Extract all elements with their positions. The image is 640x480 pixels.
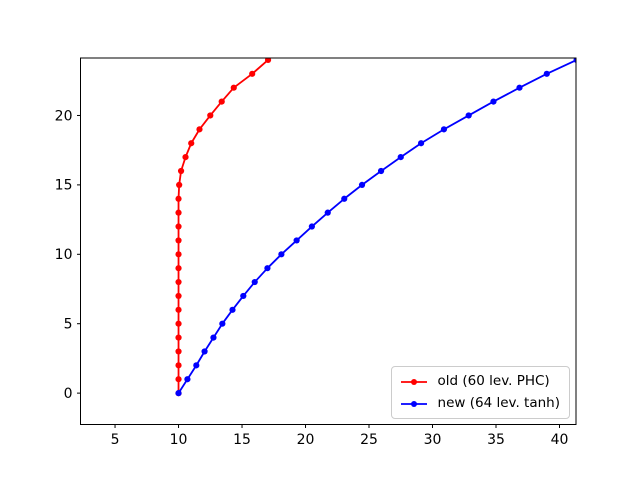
legend-item-old: old (60 lev. PHC)	[400, 372, 560, 391]
data-point-marker	[218, 98, 225, 105]
data-point-marker	[175, 195, 182, 202]
data-point-marker	[278, 251, 285, 258]
y-tick-label: 20	[55, 108, 73, 124]
data-point-marker	[196, 126, 203, 133]
legend-label-old: old (60 lev. PHC)	[437, 373, 550, 389]
data-point-marker	[240, 292, 247, 300]
series-line	[177, 59, 576, 394]
y-tick-label: 0	[64, 386, 73, 402]
x-tick-label: 30	[424, 432, 442, 448]
x-tick-label: 35	[487, 432, 505, 448]
data-point-marker	[219, 320, 226, 327]
data-point-marker	[175, 237, 182, 244]
legend-line-sample-old	[400, 378, 427, 385]
x-tick-label: 5	[111, 432, 120, 448]
data-point-marker	[573, 58, 576, 63]
x-tick-label: 40	[551, 432, 569, 448]
data-point-marker	[293, 237, 300, 244]
data-point-marker	[251, 278, 258, 286]
data-point-marker	[377, 167, 385, 175]
data-point-marker	[341, 195, 348, 202]
data-point-marker	[249, 70, 256, 77]
y-tick-label: 10	[55, 247, 73, 263]
data-point-marker	[207, 112, 214, 119]
data-point-marker	[175, 209, 182, 216]
data-point-marker	[308, 223, 315, 230]
data-point-marker	[175, 390, 182, 397]
x-tick-label: 15	[233, 432, 251, 448]
data-point-marker	[490, 98, 497, 105]
data-point-marker	[175, 251, 182, 258]
data-point-marker	[175, 348, 182, 355]
y-tick-label: 5	[64, 317, 73, 333]
data-point-marker	[175, 278, 182, 286]
data-point-marker	[184, 376, 191, 383]
data-point-marker	[324, 209, 331, 216]
data-point-marker	[229, 306, 236, 313]
data-point-marker	[175, 376, 182, 383]
data-point-marker	[201, 348, 208, 355]
data-point-marker	[516, 84, 523, 91]
data-point-marker	[417, 140, 425, 147]
data-point-marker	[230, 84, 237, 91]
data-point-marker	[264, 265, 271, 272]
x-tick-label: 10	[170, 432, 188, 448]
x-tick-label: 20	[297, 432, 315, 448]
series-new	[175, 58, 576, 397]
data-point-marker	[188, 140, 195, 147]
data-point-marker	[175, 362, 182, 369]
legend-line-sample-new	[400, 400, 427, 407]
plot-border	[80, 57, 577, 425]
data-point-marker	[175, 306, 182, 313]
data-point-marker	[358, 181, 366, 188]
data-point-marker	[397, 154, 404, 161]
data-point-marker	[182, 154, 189, 161]
data-point-marker	[175, 334, 182, 341]
data-point-marker	[175, 223, 182, 230]
legend-label-new: new (64 lev. tanh)	[437, 395, 560, 411]
data-point-marker	[175, 265, 182, 272]
data-point-marker	[264, 58, 272, 64]
series-line	[177, 59, 269, 394]
data-point-marker	[465, 112, 472, 119]
data-point-marker	[210, 334, 217, 341]
data-point-marker	[175, 292, 182, 300]
data-point-marker	[176, 181, 183, 188]
data-point-marker	[177, 167, 185, 175]
legend: old (60 lev. PHC) new (64 lev. tanh)	[390, 366, 570, 419]
legend-item-new: new (64 lev. tanh)	[400, 394, 560, 413]
data-point-marker	[440, 126, 448, 133]
data-point-marker	[193, 362, 200, 369]
data-point-marker	[175, 320, 182, 327]
y-tick-label: 15	[55, 178, 73, 194]
data-point-marker	[543, 70, 550, 77]
series-old	[175, 58, 272, 397]
x-tick-label: 25	[360, 432, 378, 448]
